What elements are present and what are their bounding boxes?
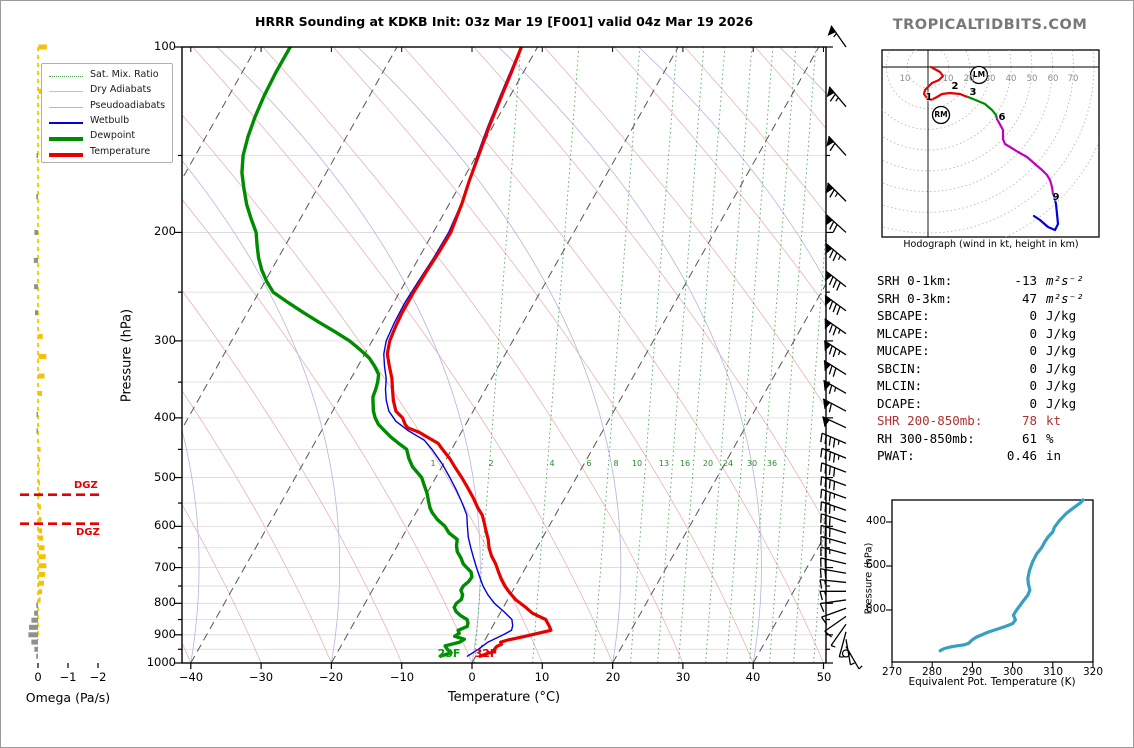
stat-label: PWAT: xyxy=(877,448,915,463)
stat-label: SHR 200-850mb: xyxy=(877,413,983,428)
legend-item: Dewpoint xyxy=(42,130,172,145)
stat-unit: kt xyxy=(1046,413,1062,428)
stat-unit: J/kg xyxy=(1046,325,1077,341)
stat-label: SRH 0-3km: xyxy=(877,290,953,306)
stat-row: SHR 200-850mb: 78 kt xyxy=(877,413,1102,429)
legend-line-sample xyxy=(49,91,83,93)
stat-value: 0 xyxy=(1029,343,1037,358)
stat-value: 0 xyxy=(1029,325,1037,341)
stat-label: MUCAPE: xyxy=(877,343,930,358)
stat-value: 0 xyxy=(1029,378,1037,393)
legend-item-label: Dry Adiabats xyxy=(90,84,152,96)
stat-label: SBCIN: xyxy=(877,360,923,376)
stat-unit: J/kg xyxy=(1046,343,1077,358)
legend-item: Wetbulb xyxy=(42,115,172,130)
stat-row: SBCAPE: 0 J/kg xyxy=(877,308,1102,324)
stat-row: DCAPE: 0 J/kg xyxy=(877,396,1102,412)
stat-unit: J/kg xyxy=(1046,360,1077,376)
stat-unit: % xyxy=(1046,430,1054,446)
stat-value: 61 xyxy=(1021,430,1037,446)
stat-value: 0 xyxy=(1029,395,1037,411)
stat-label: DCAPE: xyxy=(877,395,923,411)
stat-row: SRH 0-1km: -13 m²s⁻² xyxy=(877,273,1102,289)
legend-item-label: Sat. Mix. Ratio xyxy=(90,69,159,80)
stat-value: 0 xyxy=(1029,308,1037,323)
stat-row: PWAT: 0.46 in xyxy=(877,448,1102,464)
legend-item: Sat. Mix. Ratio xyxy=(42,69,172,84)
legend-line-sample xyxy=(49,152,83,157)
legend-line-sample xyxy=(49,76,83,77)
stat-unit: J/kg xyxy=(1046,395,1077,411)
stat-row: MLCIN: 0 J/kg xyxy=(877,378,1102,394)
stat-value: 0.46 xyxy=(1006,448,1037,463)
stat-value: 47 xyxy=(1021,290,1037,306)
legend-item-label: Dewpoint xyxy=(90,130,136,142)
legend-line-sample xyxy=(49,137,83,142)
legend-line-sample xyxy=(49,106,83,108)
stat-unit: J/kg xyxy=(1046,308,1077,323)
legend-item: Dry Adiabats xyxy=(42,84,172,99)
legend-item-label: Pseudoadiabats xyxy=(90,99,166,111)
legend-box: Sat. Mix. Ratio Dry Adiabats Pseudoadiabat… xyxy=(41,63,173,163)
stat-value: 0 xyxy=(1029,360,1037,376)
stat-value: -13 xyxy=(1014,273,1037,288)
legend-item-label: Temperature xyxy=(90,145,151,157)
stat-label: RH 300-850mb: xyxy=(877,430,975,446)
stat-label: SBCAPE: xyxy=(877,308,930,323)
legend-line-sample xyxy=(49,121,83,124)
legend-item: Temperature xyxy=(42,146,172,161)
legend-item-label: Wetbulb xyxy=(90,114,130,126)
stat-label: MLCIN: xyxy=(877,378,923,393)
legend-item: Pseudoadiabats xyxy=(42,100,172,115)
stat-row: SBCIN: 0 J/kg xyxy=(877,361,1102,377)
stat-unit: m²s⁻² xyxy=(1046,290,1084,306)
stat-row: RH 300-850mb: 61% xyxy=(877,431,1102,447)
stat-label: SRH 0-1km: xyxy=(877,273,953,288)
stat-row: MLCAPE: 0 J/kg xyxy=(877,326,1102,342)
stat-row: SRH 0-3km: 47 m²s⁻² xyxy=(877,291,1102,307)
stat-label: MLCAPE: xyxy=(877,325,930,341)
stat-unit: m²s⁻² xyxy=(1046,273,1084,288)
stat-value: 78 xyxy=(1021,413,1037,428)
stat-row: MUCAPE: 0 J/kg xyxy=(877,343,1102,359)
stat-unit: in xyxy=(1046,448,1062,463)
stat-unit: J/kg xyxy=(1046,378,1077,393)
